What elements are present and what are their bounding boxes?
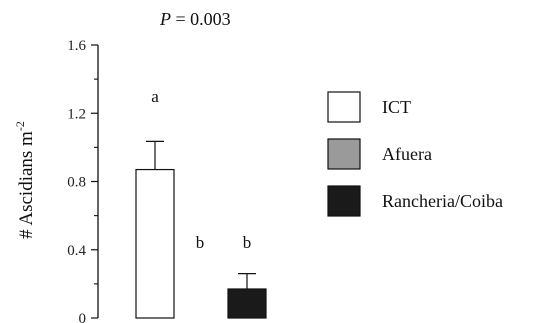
- y-tick-label: 0: [79, 311, 87, 323]
- y-tick-label: 1.2: [67, 106, 86, 122]
- y-tick-label: 0.4: [67, 243, 86, 259]
- bar: [135, 168, 175, 319]
- significance-label: b: [243, 233, 252, 252]
- title-italic-p: P: [159, 9, 171, 29]
- significance-label: a: [151, 87, 159, 106]
- legend-label: ICT: [382, 97, 411, 117]
- y-axis-label-main: # Ascidians m: [16, 131, 37, 239]
- y-tick-label: 1.6: [67, 38, 86, 54]
- legend-swatch: [327, 185, 361, 217]
- y-axis-label-sup: -2: [13, 121, 27, 131]
- chart-title: P = 0.003: [159, 9, 231, 29]
- legend-swatch: [327, 138, 361, 170]
- y-tick-label: 0.8: [67, 175, 86, 191]
- legend-label: Rancheria/Coiba: [382, 191, 503, 211]
- legend-swatch: [327, 91, 361, 123]
- title-value: = 0.003: [171, 9, 231, 29]
- legend-label: Afuera: [382, 144, 432, 164]
- bar: [227, 288, 267, 319]
- y-axis-label: # Ascidians m-2: [13, 121, 37, 239]
- significance-label: b: [196, 233, 205, 252]
